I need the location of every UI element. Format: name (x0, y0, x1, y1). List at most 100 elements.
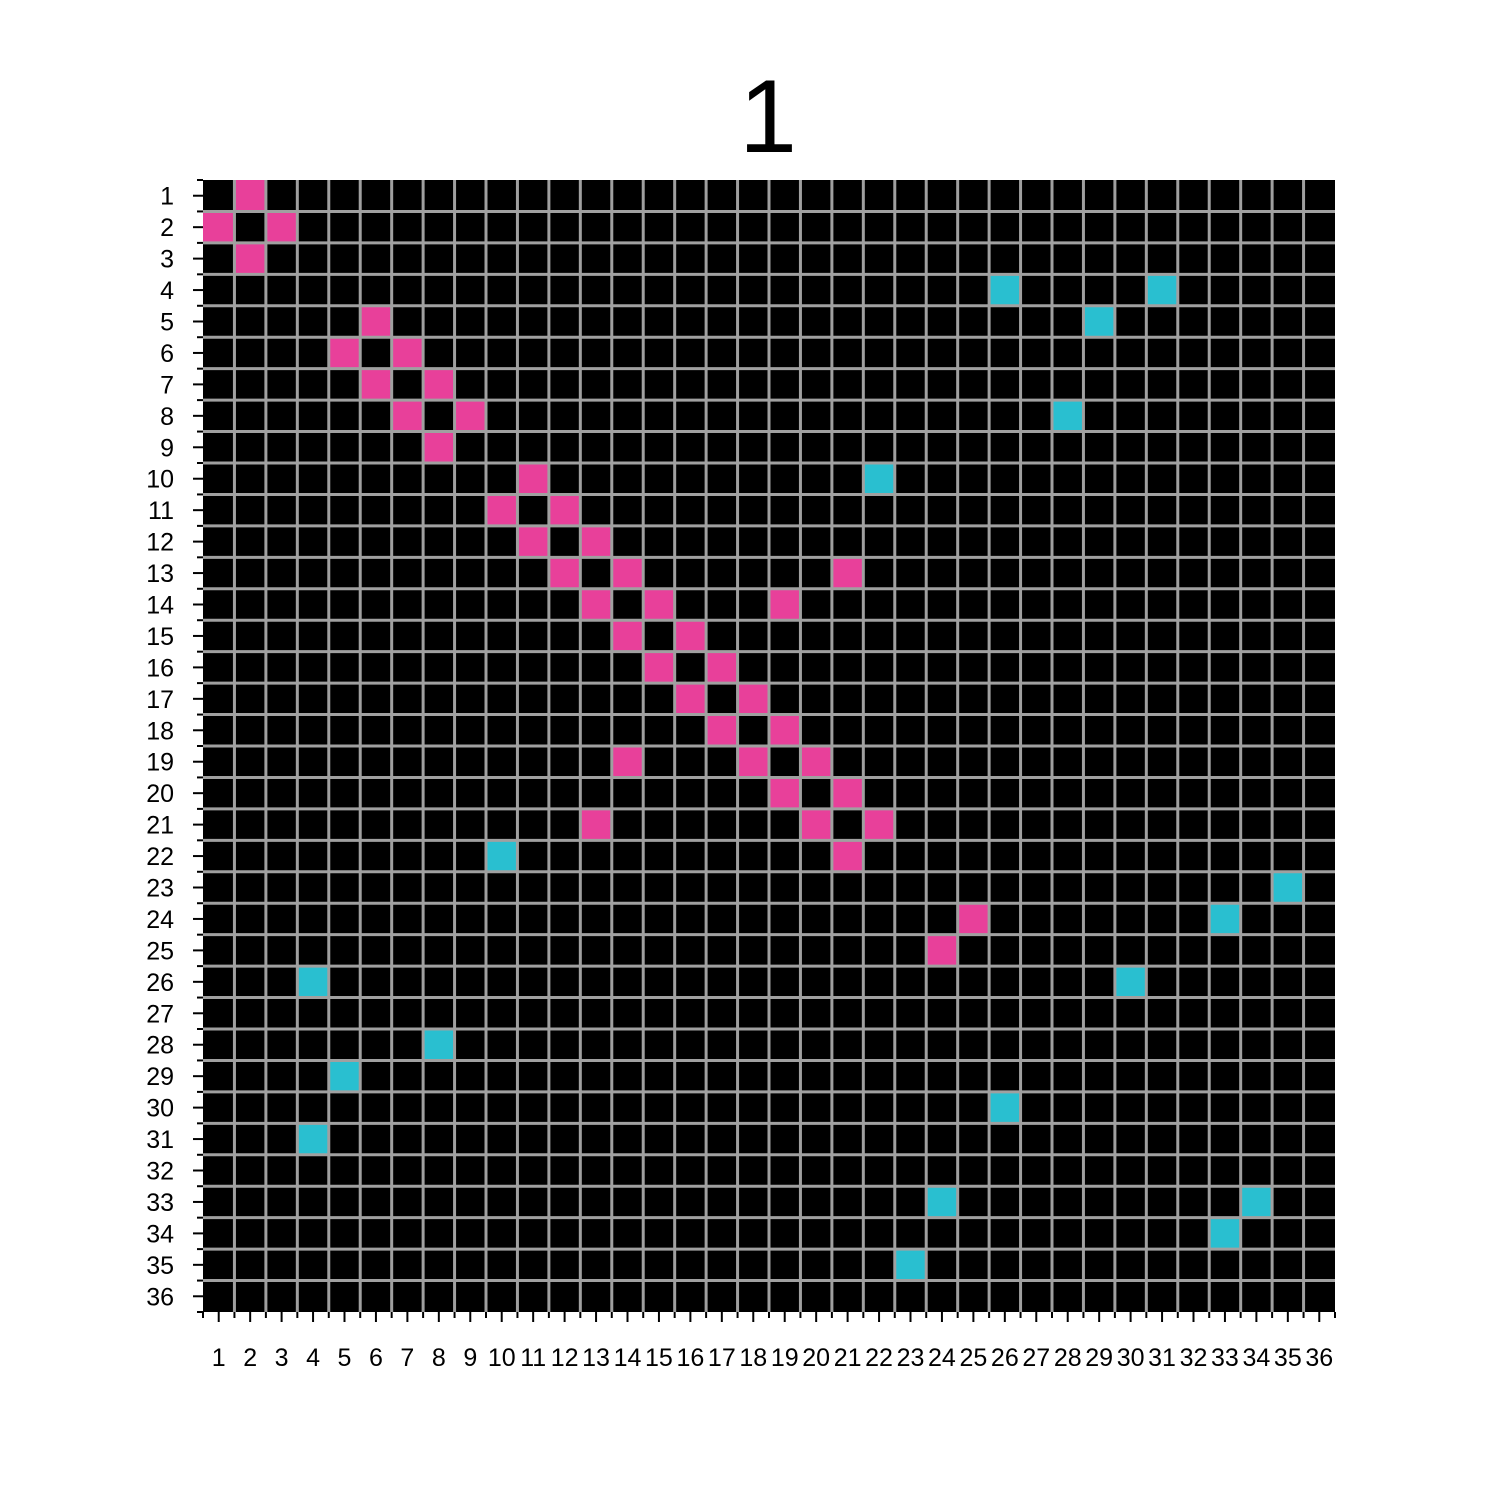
heatmap-cell-r2-c3 (265, 211, 298, 243)
heatmap-cell-r4-c31 (1146, 274, 1178, 306)
heatmap-cell-r19-c18 (737, 746, 769, 778)
x-tick-label: 5 (338, 1344, 352, 1372)
heatmap-cell-r7-c8 (423, 368, 455, 401)
x-tick-label: 24 (928, 1344, 956, 1372)
y-tick-label: 35 (146, 1252, 174, 1280)
heatmap-cell-r17-c18 (737, 683, 769, 715)
heatmap-cell-r12-c13 (580, 525, 612, 558)
heatmap-cell-r16-c15 (643, 651, 675, 684)
x-tick-label: 3 (275, 1344, 289, 1372)
y-tick-label: 18 (146, 717, 174, 745)
x-tick-label: 27 (1022, 1344, 1050, 1372)
heatmap-cell-r9-c8 (423, 431, 455, 463)
heatmap-cell-r1-c2 (234, 180, 266, 212)
x-tick-label: 8 (432, 1344, 446, 1372)
x-tick-label: 25 (959, 1344, 987, 1372)
heatmap-cell-r14-c13 (580, 588, 612, 621)
x-tick-label: 9 (463, 1344, 477, 1372)
x-tick-label: 13 (582, 1344, 610, 1372)
heatmap-cell-r26-c30 (1114, 966, 1147, 998)
y-tick-label: 20 (146, 780, 174, 808)
heatmap-cell-r13-c14 (611, 557, 644, 589)
grid-layer (203, 180, 1335, 1312)
heatmap-cell-r6-c7 (391, 337, 424, 369)
y-tick-label: 8 (160, 403, 174, 431)
x-tick-label: 14 (614, 1344, 642, 1372)
x-tick-label: 7 (400, 1344, 414, 1372)
y-tick-label: 6 (160, 340, 174, 368)
heatmap-cell-r15-c14 (611, 620, 644, 652)
x-tick-label: 19 (771, 1344, 799, 1372)
x-tick-label: 28 (1054, 1344, 1082, 1372)
y-tick-label: 13 (146, 560, 174, 588)
y-tick-label: 22 (146, 843, 174, 871)
heatmap-cell-r5-c29 (1083, 305, 1115, 338)
y-tick-label: 26 (146, 969, 174, 997)
heatmap-cell-r4-c26 (989, 274, 1021, 306)
y-tick-label: 24 (146, 906, 174, 934)
x-tick-label: 29 (1085, 1344, 1113, 1372)
heatmap-cell-r35-c23 (894, 1249, 927, 1281)
x-tick-label: 20 (802, 1344, 830, 1372)
y-tick-label: 21 (146, 812, 174, 840)
heatmap-cell-r20-c19 (769, 777, 801, 809)
heatmap-cell-r24-c33 (1209, 903, 1241, 935)
x-tick-label: 10 (488, 1344, 516, 1372)
y-tick-labels: 1234567891011121314151617181920212223242… (146, 183, 174, 1312)
ticks-layer (193, 179, 1336, 1322)
heatmap-cell-r14-c19 (769, 588, 801, 621)
y-tick-label: 9 (160, 434, 174, 462)
heatmap-cell-r17-c16 (674, 683, 707, 715)
x-tick-label: 18 (739, 1344, 767, 1372)
x-tick-label: 30 (1117, 1344, 1145, 1372)
y-tick-label: 5 (160, 309, 174, 337)
x-tick-label: 36 (1305, 1344, 1333, 1372)
y-tick-label: 10 (146, 466, 174, 494)
y-tick-label: 30 (146, 1095, 174, 1123)
y-tick-label: 15 (146, 623, 174, 651)
cells-layer (203, 180, 1304, 1281)
x-tick-label: 21 (834, 1344, 862, 1372)
chart-title: 1 (739, 59, 797, 175)
y-tick-label: 25 (146, 937, 174, 965)
x-tick-label: 4 (306, 1344, 320, 1372)
y-tick-label: 34 (146, 1220, 174, 1248)
x-tick-label: 23 (897, 1344, 925, 1372)
y-tick-label: 28 (146, 1032, 174, 1060)
x-tick-label: 17 (708, 1344, 736, 1372)
x-tick-label: 35 (1274, 1344, 1302, 1372)
heatmap-cell-r21-c20 (800, 808, 832, 841)
y-tick-label: 29 (146, 1063, 174, 1091)
heatmap-cell-r20-c21 (831, 777, 864, 809)
heatmap-cell-r13-c21 (831, 557, 864, 589)
heatmap-cell-r19-c20 (800, 746, 832, 778)
heatmap-cell-r28-c8 (423, 1029, 455, 1061)
x-tick-label: 11 (520, 1344, 546, 1372)
heatmap-cell-r21-c22 (863, 808, 895, 841)
heatmap-cell-r10-c22 (863, 463, 895, 495)
y-tick-label: 2 (160, 214, 174, 242)
heatmap-cell-r11-c12 (548, 494, 581, 526)
y-tick-label: 4 (160, 277, 174, 305)
heatmap-cell-r14-c15 (643, 588, 675, 621)
x-tick-label: 2 (243, 1344, 257, 1372)
y-tick-label: 27 (146, 1000, 174, 1028)
y-tick-label: 1 (160, 183, 174, 211)
y-tick-label: 7 (160, 371, 174, 399)
y-tick-label: 19 (146, 749, 174, 777)
y-tick-label: 11 (148, 497, 174, 525)
heatmap-cell-r15-c16 (674, 620, 707, 652)
heatmap-cell-r13-c12 (548, 557, 581, 589)
x-tick-label: 1 (212, 1344, 226, 1372)
y-tick-label: 32 (146, 1158, 174, 1186)
y-tick-label: 17 (146, 686, 174, 714)
heatmap-cell-r23-c35 (1272, 871, 1304, 904)
y-tick-label: 23 (146, 875, 174, 903)
heatmap-cell-r3-c2 (234, 242, 266, 275)
y-tick-label: 14 (146, 592, 174, 620)
x-tick-label: 22 (865, 1344, 893, 1372)
heatmap-cell-r29-c5 (328, 1060, 361, 1092)
heatmap-cell-r7-c6 (360, 368, 392, 401)
heatmap-cell-r12-c11 (517, 525, 549, 558)
